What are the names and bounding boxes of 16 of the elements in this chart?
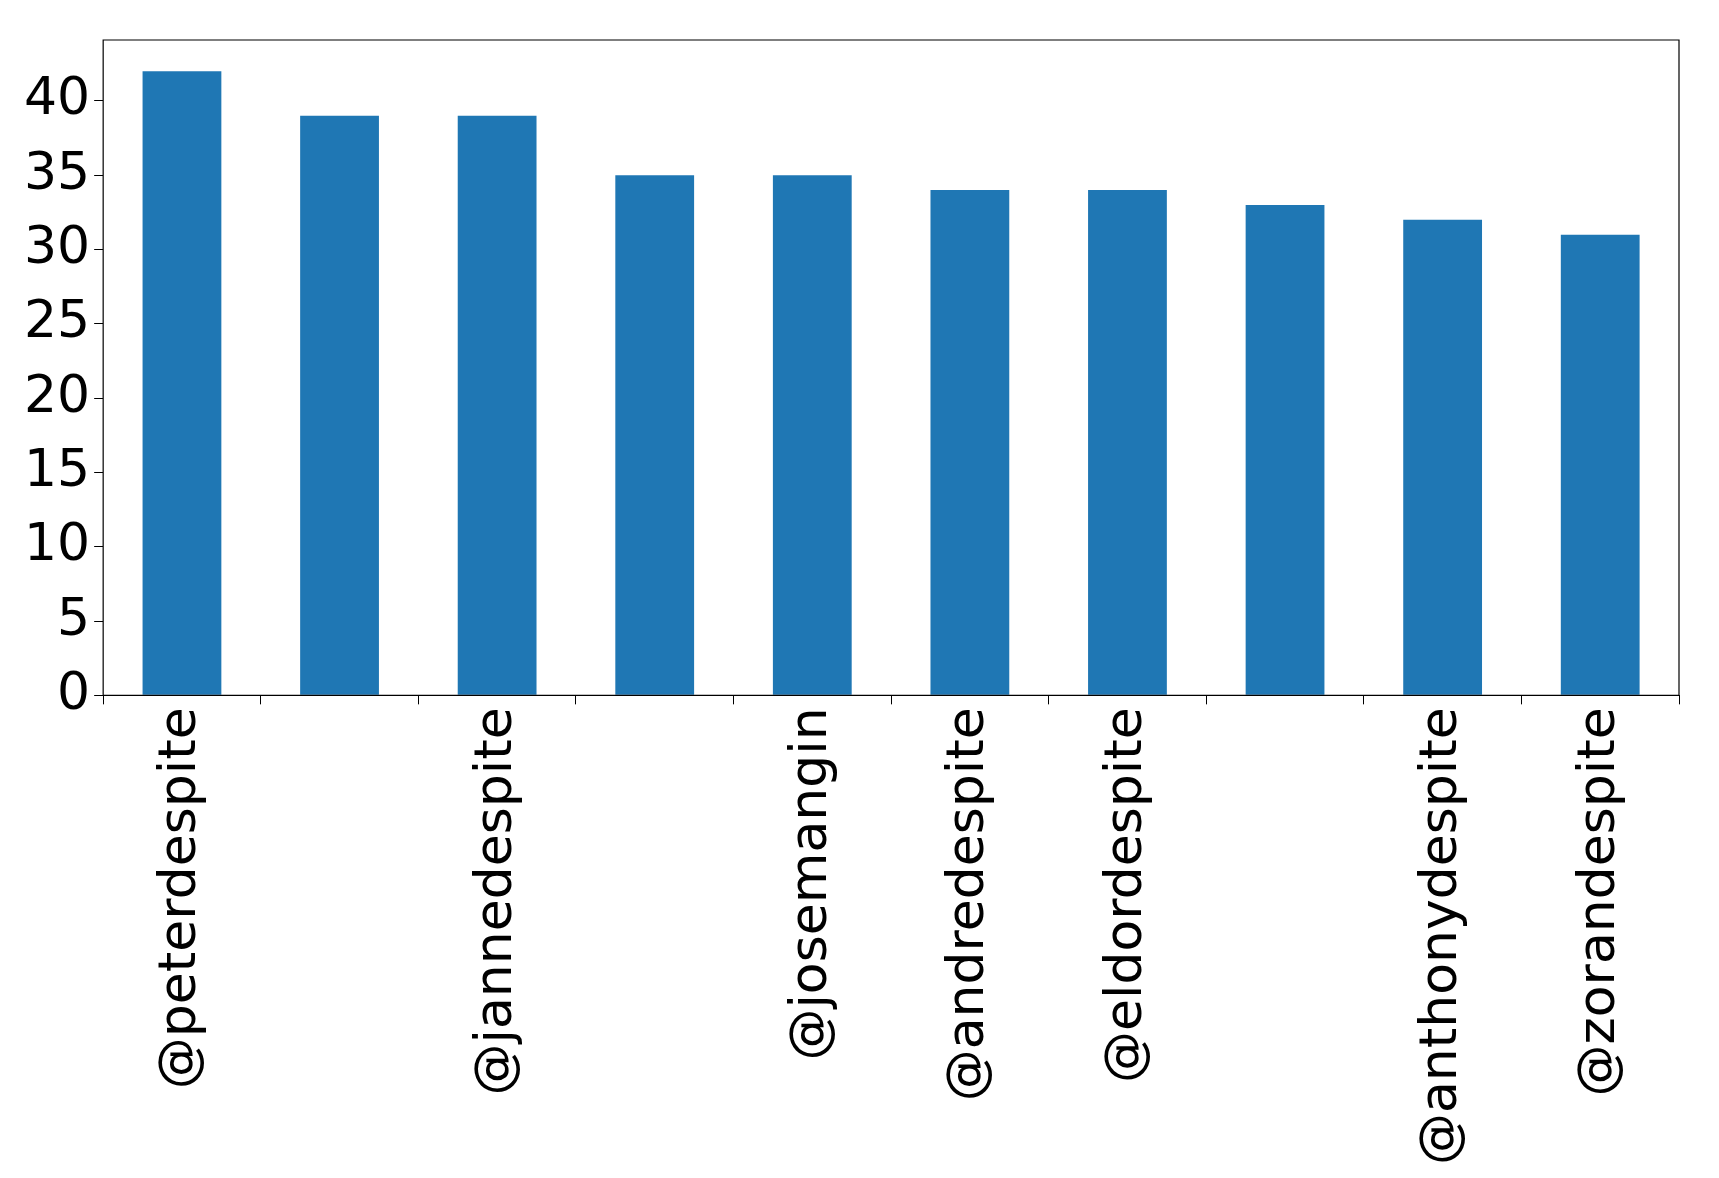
x-tick-label: @zorandespite — [1565, 707, 1626, 1097]
x-tick-label: @eldordespite — [1092, 707, 1153, 1084]
x-tick-label: @josemangin — [777, 707, 838, 1061]
y-tick-label: 30 — [24, 215, 91, 276]
x-tick-label: @jannedespite — [462, 707, 523, 1096]
y-tick-label: 5 — [57, 586, 91, 647]
y-tick-label: 10 — [24, 512, 91, 573]
y-tick-label: 0 — [57, 660, 91, 721]
y-tick-label: 15 — [24, 437, 91, 498]
x-tick-label: @peterdespite — [147, 707, 208, 1090]
x-tick-label: @anthonydespite — [1408, 707, 1469, 1165]
y-tick-label: 25 — [24, 289, 91, 350]
x-tick-label: @andredespite — [935, 707, 996, 1102]
y-tick-label: 40 — [24, 66, 91, 127]
y-tick-label: 35 — [24, 140, 91, 201]
y-tick-label: 20 — [24, 363, 91, 424]
